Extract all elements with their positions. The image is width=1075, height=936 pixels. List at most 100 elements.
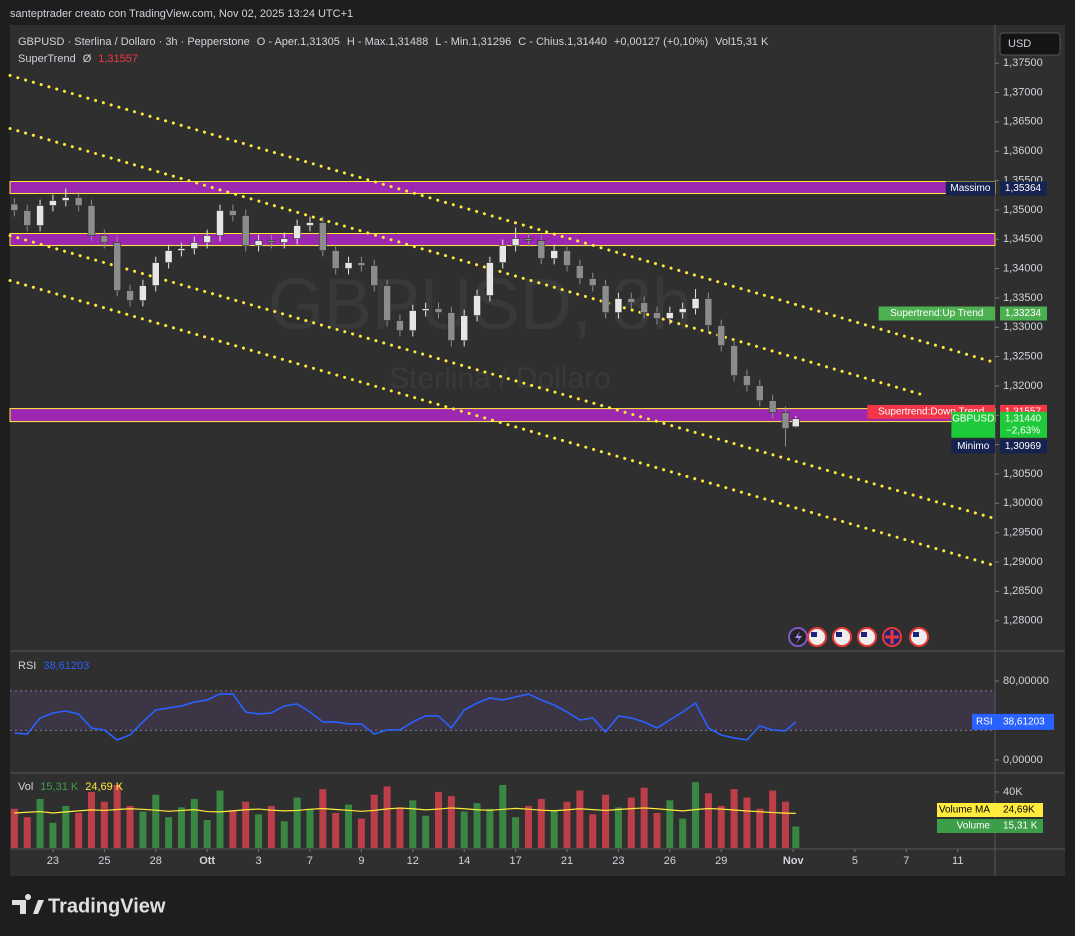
volume-bar [473, 803, 481, 848]
y-tick-label: 1,36000 [1003, 145, 1043, 157]
volume-bar [216, 790, 224, 848]
volume-label-value: 24,69K [1003, 805, 1035, 816]
candle-body [357, 262, 366, 266]
y-tick-label: 1,33500 [1003, 292, 1043, 304]
volume-bar [447, 796, 455, 848]
candle-body [370, 265, 378, 286]
candle-body [792, 418, 800, 427]
candle-body [447, 312, 456, 341]
x-tick-label: 5 [852, 855, 858, 867]
price-label-name: Massimo [950, 183, 990, 194]
candle-body [743, 375, 751, 386]
candle-body [151, 262, 160, 286]
indicator-row: SuperTrend Ø 1,31557 [18, 53, 138, 65]
currency-button[interactable] [999, 32, 1061, 56]
watermark: Sterlina / Dollaro [389, 362, 611, 395]
price-label-name-box [945, 181, 995, 196]
volume-bar [306, 808, 314, 848]
candle-body [126, 290, 134, 301]
candle-body [704, 298, 713, 326]
volume-bar [49, 822, 57, 848]
volume-label-name: Volume MA [939, 805, 990, 816]
x-tick-label: 23 [612, 855, 624, 867]
volume-bar [36, 798, 44, 848]
candle-body [434, 308, 443, 313]
candle-body [254, 240, 263, 246]
rsi-title: RSI [18, 660, 37, 672]
candle-body [23, 210, 31, 226]
candle-body [190, 242, 199, 249]
x-tick-label: 7 [307, 855, 313, 867]
trend-line [8, 127, 927, 398]
volume-bar [692, 782, 700, 848]
chart-frame [10, 25, 1065, 876]
x-tick-label: 11 [952, 855, 963, 867]
candle-body [768, 400, 777, 413]
y-tick-label: 1,28500 [1003, 585, 1043, 597]
symbol-title: GBPUSD · Sterlina / Dollaro · 3h · Peppe… [18, 36, 250, 48]
volume-bar [717, 805, 725, 848]
candle-body [524, 238, 533, 241]
volume-bar [383, 786, 391, 848]
y-tick-label: 40K [1003, 786, 1023, 798]
x-tick-label: 17 [509, 855, 521, 867]
volume-bar [550, 810, 558, 848]
volume-bar [152, 794, 160, 848]
vol-ma-value: 24,69 K [85, 781, 124, 793]
candle-body [113, 242, 121, 291]
candle-body [576, 265, 584, 279]
volume-bar [62, 805, 70, 848]
candle-body [499, 245, 507, 263]
x-tick-label: Ott [199, 855, 215, 867]
brand-logo [12, 893, 44, 914]
candle-body [203, 235, 211, 243]
volume-bar [203, 819, 211, 848]
candle-body [460, 315, 468, 341]
volume-bar [177, 807, 185, 848]
y-tick-label: 1,30500 [1003, 468, 1043, 480]
x-tick-label: 7 [903, 855, 909, 867]
x-tick-label: 25 [98, 855, 110, 867]
trend-line [8, 234, 997, 521]
candle-body [280, 238, 289, 243]
candle-body [601, 285, 610, 313]
label-layer: Massimo 1,35364 Supertrend:Up Trend 1,33234… [867, 181, 1054, 833]
candle-body [344, 262, 353, 269]
rsi-label-value: 38,61203 [1003, 716, 1045, 727]
indicator-value: 1,31557 [98, 53, 139, 65]
volume-bar [357, 818, 365, 848]
y-tick-label: 1,37000 [1003, 86, 1043, 98]
price-label-name: Supertrend:Up Trend [890, 308, 983, 319]
brand-name: TradingView [48, 895, 166, 917]
rsi-line [14, 693, 797, 741]
volume-bar [87, 791, 95, 848]
rsi-legend: RSI 38,61203 [18, 660, 89, 672]
volume-bar [679, 818, 687, 848]
y-tick-label: 1,28000 [1003, 615, 1043, 627]
candle-body [36, 205, 44, 226]
price-label-name: Supertrend:Down Trend [878, 407, 984, 418]
level-zone [9, 181, 996, 194]
volume-bar [627, 797, 635, 848]
candle-body [177, 248, 186, 251]
volume-bar [576, 790, 584, 848]
candle-body [10, 203, 19, 211]
x-tick-label: 12 [407, 855, 419, 867]
volume-bar [332, 812, 340, 848]
candle-body [100, 235, 109, 243]
trend-line [8, 279, 997, 568]
volume-bar [730, 789, 738, 848]
vol-title: Vol [18, 781, 34, 793]
volume-bar [769, 790, 777, 848]
volume-bar [422, 815, 430, 848]
x-tick-label: 28 [150, 855, 162, 867]
volume-bar [486, 808, 494, 848]
volume-bar [267, 805, 275, 848]
price-label-name-box [878, 306, 995, 321]
volume-bar [370, 794, 378, 848]
candle-body [588, 278, 597, 286]
volume-bar [666, 800, 674, 848]
volume-bar [10, 808, 18, 848]
price-label-value-box [1000, 411, 1047, 438]
